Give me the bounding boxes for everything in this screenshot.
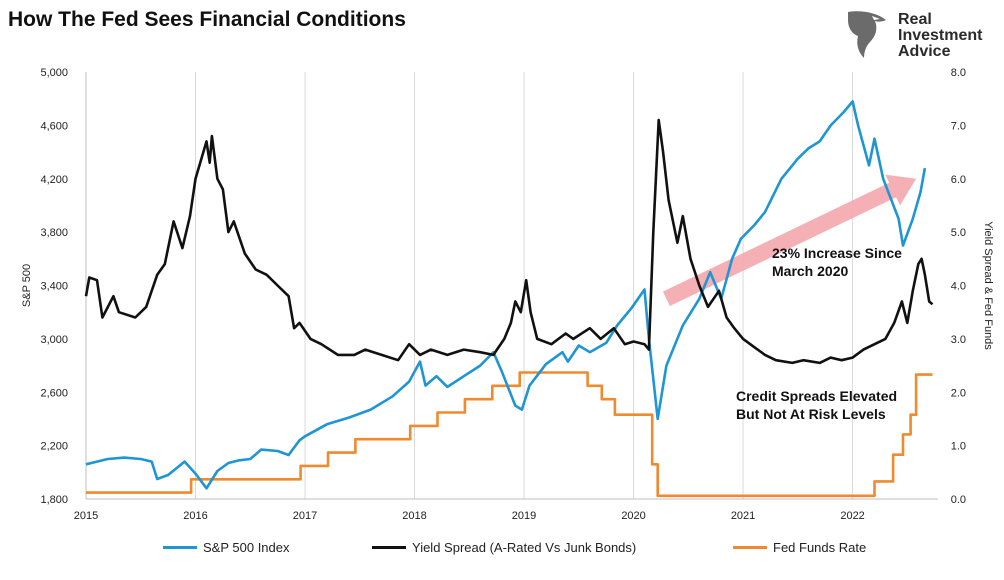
logo-text: Real Investment Advice bbox=[898, 12, 982, 60]
logo-line-1: Real bbox=[898, 11, 932, 28]
y-left-tick-label: 4,200 bbox=[40, 174, 68, 186]
y-left-axis-title: S&P 500 bbox=[21, 264, 33, 307]
logo-line-3: Advice bbox=[898, 43, 951, 60]
legend-label: Fed Funds Rate bbox=[773, 540, 867, 555]
trend-arrow-shape bbox=[662, 174, 917, 307]
y-right-axis-title: Yield Spread & Fed Funds bbox=[982, 221, 994, 350]
y-right-tick-label: 7.0 bbox=[951, 120, 966, 132]
y-right-tick-label: 5.0 bbox=[951, 227, 966, 239]
legend-item-spread: Yield Spread (A-Rated Vs Junk Bonds) bbox=[372, 540, 636, 555]
legend-swatch bbox=[733, 546, 767, 549]
y-left-tick-label: 3,800 bbox=[40, 227, 68, 239]
legend-swatch bbox=[163, 546, 197, 549]
x-tick-label: 2015 bbox=[74, 510, 98, 522]
legend: S&P 500 Index Yield Spread (A-Rated Vs Ju… bbox=[0, 540, 1004, 562]
series-yield-spread-line bbox=[84, 118, 934, 365]
annotation-increase-line-2: March 2020 bbox=[772, 263, 848, 279]
y-right-tick-label: 3.0 bbox=[951, 334, 966, 346]
legend-label: S&P 500 Index bbox=[203, 540, 290, 555]
y-left-tick-label: 1,800 bbox=[40, 494, 68, 506]
x-tick-label: 2022 bbox=[840, 510, 864, 522]
y-right-tick-label: 4.0 bbox=[951, 281, 966, 293]
x-tick-label: 2021 bbox=[731, 510, 755, 522]
y-left-tick-label: 2,200 bbox=[40, 441, 68, 453]
x-tick-label: 2016 bbox=[183, 510, 207, 522]
x-tick-label: 2018 bbox=[402, 510, 426, 522]
annotation-credit-line-1: Credit Spreads Elevated bbox=[736, 388, 897, 404]
annotation-credit-line-2: But Not At Risk Levels bbox=[736, 406, 886, 422]
y-left-tick-label: 3,400 bbox=[40, 281, 68, 293]
legend-swatch bbox=[372, 546, 406, 549]
trend-arrow bbox=[662, 174, 917, 307]
y-right-tick-label: 8.0 bbox=[951, 67, 966, 79]
legend-label: Yield Spread (A-Rated Vs Junk Bonds) bbox=[412, 540, 637, 555]
y-left-tick-label: 3,000 bbox=[40, 334, 68, 346]
y-right-tick-label: 6.0 bbox=[951, 174, 966, 186]
chart-plot: 2015 2016 2017 2018 2019 2020 2021 2022 1,800 2,2… bbox=[21, 67, 994, 522]
y-right-tick-label: 0.0 bbox=[951, 494, 966, 506]
y-left-tick-label: 5,000 bbox=[40, 67, 68, 79]
x-tick-label: 2019 bbox=[512, 510, 536, 522]
legend-item-fed: Fed Funds Rate bbox=[733, 540, 866, 555]
legend-item-sp500: S&P 500 Index bbox=[163, 540, 290, 555]
series-sp500-line bbox=[85, 100, 927, 490]
logo: Real Investment Advice bbox=[842, 8, 1002, 64]
x-tick-label: 2020 bbox=[621, 510, 645, 522]
chart-title: How The Fed Sees Financial Conditions bbox=[8, 8, 406, 31]
eagle-logo-icon bbox=[848, 11, 886, 58]
y-right-tick-label: 2.0 bbox=[951, 387, 966, 399]
x-tick-label: 2017 bbox=[293, 510, 317, 522]
y-left-tick-label: 4,600 bbox=[40, 120, 68, 132]
series-fed-funds-line bbox=[86, 371, 933, 498]
y-left-tick-label: 2,600 bbox=[40, 387, 68, 399]
logo-line-2: Investment bbox=[898, 27, 983, 44]
y-right-tick-label: 1.0 bbox=[951, 441, 966, 453]
annotation-increase-line-1: 23% Increase Since bbox=[772, 245, 902, 261]
